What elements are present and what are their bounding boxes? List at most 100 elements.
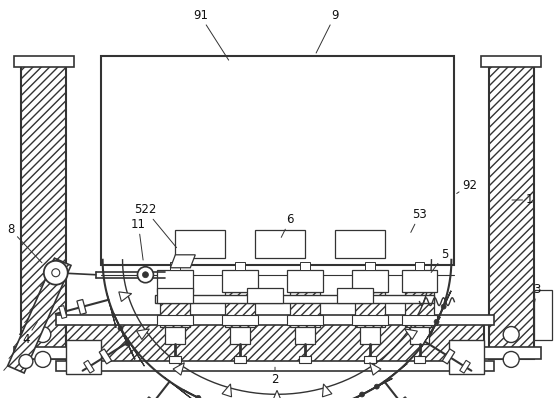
Bar (160, 292, 190, 326)
Bar (413, 356, 426, 363)
Bar (158, 314, 193, 324)
Polygon shape (460, 360, 470, 373)
Circle shape (52, 269, 60, 277)
Text: 4: 4 (22, 322, 37, 346)
Bar (235, 262, 245, 270)
Bar (158, 270, 193, 292)
Bar (14, 55, 74, 67)
Text: 11: 11 (131, 218, 146, 260)
Bar (355, 292, 385, 326)
Text: 92: 92 (457, 178, 477, 194)
Polygon shape (77, 300, 86, 314)
Polygon shape (346, 378, 392, 399)
Bar (100, 55, 455, 265)
Polygon shape (442, 349, 455, 364)
Circle shape (374, 384, 379, 389)
Polygon shape (324, 398, 359, 399)
Bar (402, 270, 437, 292)
Polygon shape (59, 306, 67, 318)
Text: 6: 6 (281, 213, 294, 237)
Bar (337, 288, 372, 302)
Bar (65, 340, 100, 374)
Bar (56, 361, 495, 371)
Bar (222, 314, 258, 324)
Text: 53: 53 (411, 208, 427, 232)
Polygon shape (272, 390, 282, 399)
Circle shape (19, 354, 33, 368)
Bar (295, 326, 315, 344)
Circle shape (441, 304, 446, 309)
Bar (339, 290, 371, 301)
Polygon shape (125, 336, 144, 366)
Polygon shape (394, 397, 409, 399)
Bar (352, 314, 387, 324)
Polygon shape (107, 293, 116, 328)
Polygon shape (99, 349, 112, 364)
Polygon shape (119, 292, 132, 302)
Bar (56, 314, 495, 324)
Bar (290, 292, 320, 326)
Text: 9: 9 (316, 9, 339, 53)
Bar (222, 270, 258, 292)
Text: 1: 1 (512, 194, 533, 207)
Bar (405, 292, 435, 326)
Bar (170, 262, 180, 270)
Text: 91: 91 (193, 9, 229, 60)
Polygon shape (405, 329, 417, 340)
Circle shape (360, 392, 365, 397)
Bar (255, 230, 305, 258)
Bar (365, 262, 375, 270)
Polygon shape (145, 397, 160, 399)
Circle shape (35, 326, 51, 342)
Bar (481, 55, 541, 67)
Bar (65, 320, 485, 364)
Text: 8: 8 (7, 223, 42, 263)
Circle shape (503, 352, 519, 367)
Circle shape (138, 267, 153, 283)
Circle shape (143, 272, 148, 278)
Bar (230, 326, 250, 344)
Bar (158, 288, 193, 302)
Polygon shape (173, 363, 184, 375)
Bar (299, 356, 311, 363)
Bar (490, 61, 534, 359)
Circle shape (118, 326, 123, 331)
Text: 522: 522 (134, 203, 176, 248)
Bar (364, 356, 376, 363)
Bar (300, 262, 310, 270)
Bar (249, 290, 281, 301)
Bar (234, 356, 246, 363)
Bar (159, 290, 191, 301)
Polygon shape (322, 384, 332, 397)
Bar (165, 326, 185, 344)
Bar (155, 295, 435, 302)
Bar (352, 270, 387, 292)
Text: 2: 2 (271, 367, 279, 386)
Circle shape (125, 341, 130, 346)
Bar (402, 314, 437, 324)
Circle shape (44, 261, 68, 285)
Polygon shape (170, 255, 195, 268)
Polygon shape (370, 363, 381, 375)
Bar (175, 230, 225, 258)
Polygon shape (137, 329, 149, 340)
Polygon shape (222, 384, 231, 397)
Bar (536, 292, 550, 338)
Bar (360, 326, 380, 344)
Polygon shape (429, 291, 451, 338)
Polygon shape (113, 312, 135, 359)
Polygon shape (8, 258, 71, 373)
Bar (14, 348, 74, 359)
Bar (415, 262, 425, 270)
Circle shape (196, 395, 201, 399)
Polygon shape (84, 360, 94, 373)
Bar (225, 292, 255, 326)
Circle shape (503, 326, 519, 342)
Bar (247, 288, 283, 302)
Bar (450, 340, 485, 374)
Polygon shape (164, 377, 193, 399)
Circle shape (35, 352, 51, 367)
Bar (21, 61, 65, 359)
Bar (481, 348, 541, 359)
Polygon shape (379, 364, 407, 386)
